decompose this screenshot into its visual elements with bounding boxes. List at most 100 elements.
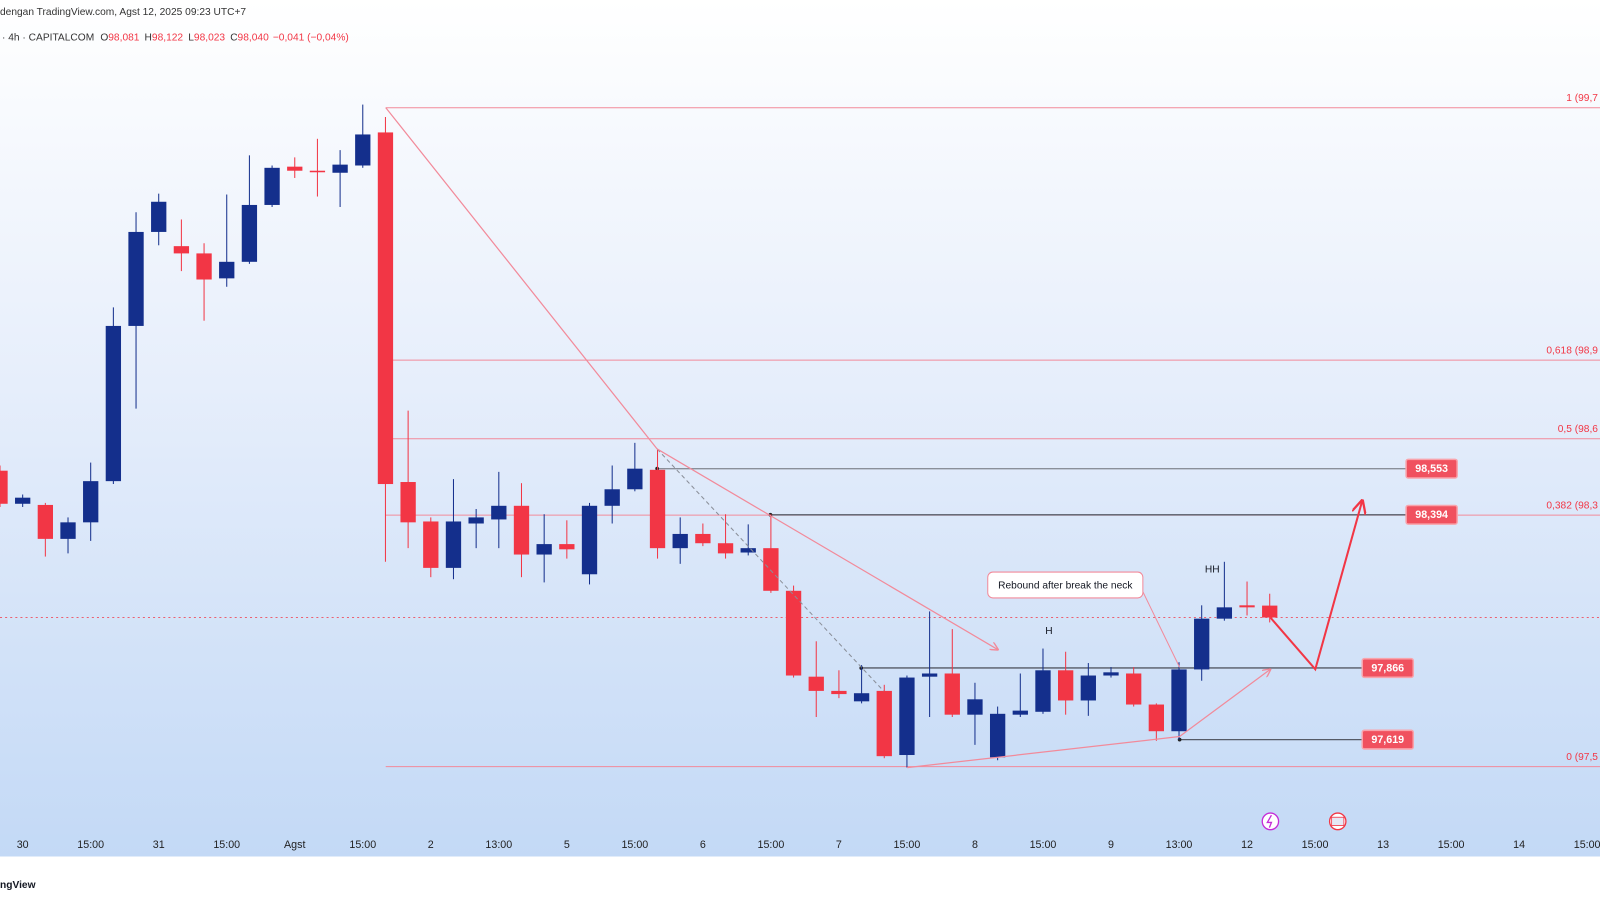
candle-body [60,522,76,539]
legend-value: 98,040 [238,32,269,43]
x-tick-label: 7 [836,839,842,851]
candle-body [717,543,734,554]
candle-body [808,676,824,691]
x-tick-label: 8 [972,839,978,851]
attribution: dengan TradingView.com, Agst 12, 2025 09… [0,7,246,18]
candle-body [309,170,326,173]
candle-body [468,517,484,524]
candle-body [1194,618,1210,670]
x-tick-label: 15:00 [213,839,240,851]
dashed-trend [656,448,885,692]
x-tick-label: 9 [1108,839,1114,851]
candle-body [173,246,190,254]
candle-body [0,470,8,504]
candle-body [536,544,552,555]
candle-body [355,134,371,166]
symbol-legend: · 4h · CAPITALCOM O98,081 H98,122 L98,023 C9… [2,32,349,43]
x-tick-label: Agst [284,839,305,851]
candle-body [423,521,439,568]
fib-label: 0 (97,5 [1566,752,1598,763]
candle-body [989,713,1006,758]
x-tick-label: 5 [564,839,570,851]
fib-connector [385,107,658,450]
price-label: 97,619 [1371,734,1404,746]
fib-label: 0,5 (98,6 [1558,424,1599,435]
fib-label: 0,382 (98,3 [1546,500,1598,511]
candle-body [899,677,915,756]
candle-body [581,505,598,575]
event-icon[interactable] [1261,812,1280,831]
price-label: 98,394 [1415,509,1448,521]
candle-body [332,164,348,173]
fib-label: 1 (99,7 [1566,93,1598,104]
candle-body [740,548,756,553]
candle-body [763,548,779,591]
legend-key: L [188,32,194,43]
x-tick-label: 15:00 [1438,839,1465,851]
higher-high-label: HH [1205,565,1220,576]
candle-body [513,505,530,555]
candle-body [15,497,31,504]
candle-body [241,204,258,262]
candle-body [105,325,122,482]
legend-key: O [100,32,108,43]
x-tick-label: 15:00 [1030,839,1057,851]
candle-body [219,261,235,279]
candle-body [559,544,575,550]
legend-key: C [230,32,238,43]
head-label: H [1045,626,1052,637]
footer-background [0,856,1600,900]
price-label: 97,866 [1371,662,1404,674]
price-label-box [1405,458,1458,479]
x-tick-label: 13:00 [1166,839,1193,851]
candle-body [151,201,167,232]
candle-body [1262,605,1278,618]
x-tick-label: 13 [1377,839,1389,851]
drawings: 1 (99,7 0,618 (98,9 0,5 (98,6 0,382 (98,3 0 … [0,93,1600,768]
callout-pointer [1142,591,1181,668]
x-tick-label: 15:00 [621,839,648,851]
logo: ngView [0,880,36,891]
legend-key: H [145,32,152,43]
x-tick-label: 15:00 [349,839,376,851]
candle-body [1035,670,1051,712]
x-tick-label: 15:00 [1574,839,1600,851]
candle-body [604,489,620,506]
legend-value: 98,081 [108,32,139,43]
price-label-box [1405,504,1458,525]
event-icon-glyph [1266,814,1273,828]
candle-body [128,231,144,326]
trend-arrow [656,448,998,650]
candle-body [853,693,870,702]
candle-body [1103,672,1119,676]
fib-label: 0,618 (98,9 [1546,346,1598,357]
candle-body [649,469,666,549]
candle-body [400,482,416,523]
anchor-point [1177,737,1182,742]
candle-body [1216,607,1233,619]
x-tick-label: 13:00 [485,839,512,851]
candle-body [944,673,960,715]
candle-body [377,132,394,485]
candle-body [921,673,938,677]
x-tick-label: 31 [153,839,165,851]
candle-body [287,166,303,171]
candle-body [831,690,847,695]
candle-body [1012,710,1028,715]
callout-text: Rebound after break the neck [998,580,1133,591]
x-tick-label: 14 [1513,839,1525,851]
candle-body [876,690,892,757]
candle-body [83,481,99,523]
legend-value: 98,023 [194,32,225,43]
candle-body [445,521,462,568]
candle-body [695,533,711,544]
trend-line [907,735,1180,769]
x-tick-label: 30 [17,839,29,851]
candle-body [1080,675,1096,701]
symbol: · 4h · CAPITALCOM [2,32,94,43]
price-label-box [1361,657,1415,679]
price-label-box [1361,729,1415,750]
ohlc: O98,081 H98,122 L98,023 C98,040 [100,32,269,43]
candle-body [264,167,280,205]
candle-body [196,253,212,280]
